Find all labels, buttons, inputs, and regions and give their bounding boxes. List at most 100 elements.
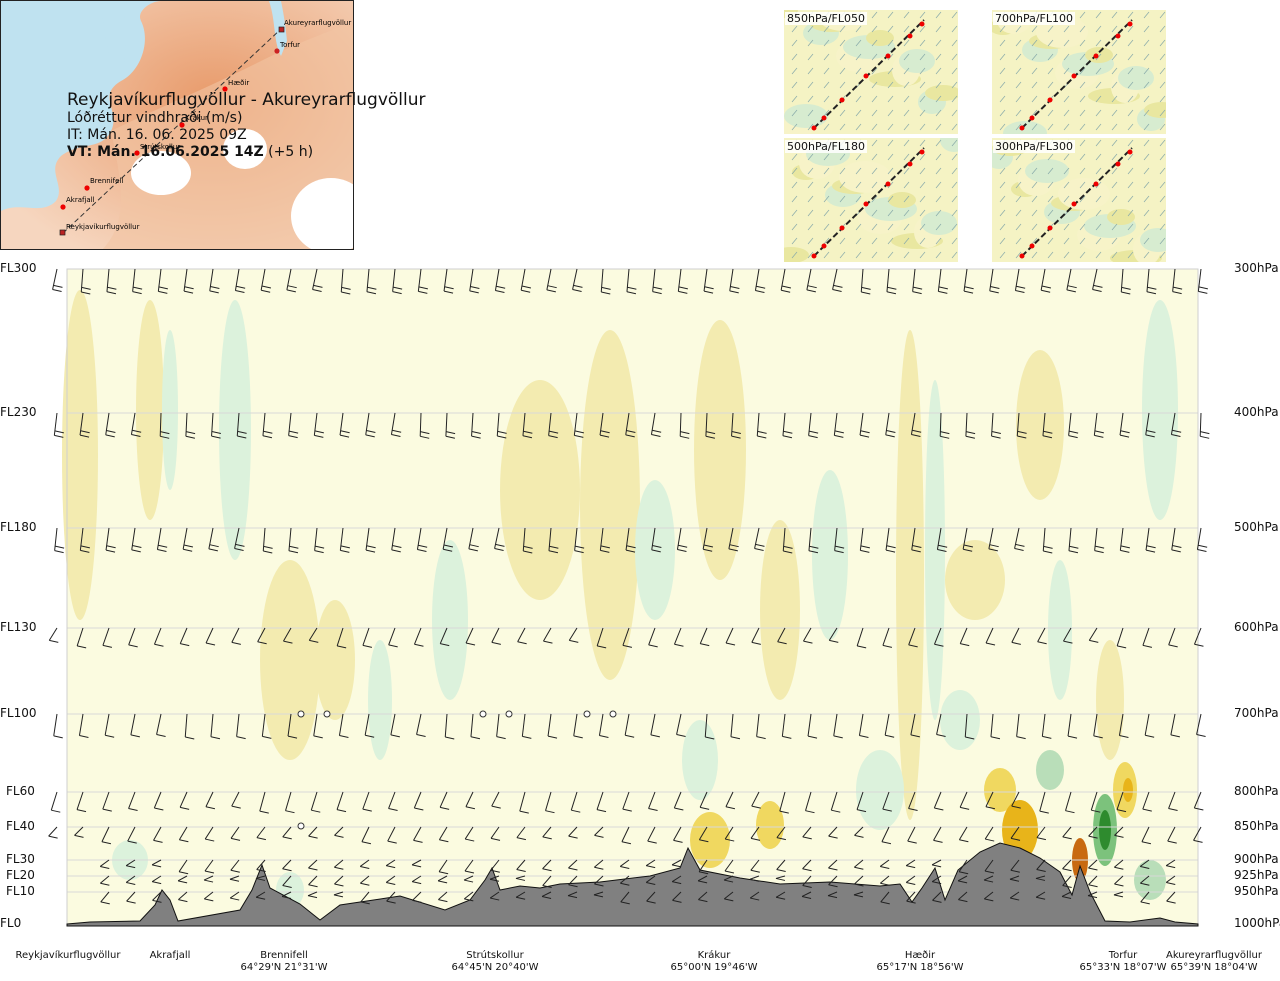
mini-map-500hpa[interactable]: 500hPa/FL180 [784,138,958,262]
mini-barb [1143,153,1150,161]
mini-barb [1127,11,1134,19]
mini-waypoint-marker [1019,253,1025,259]
wind-barb [958,859,969,875]
mini-barb [1159,81,1166,89]
wind-barb [1119,527,1130,553]
mini-barb [839,251,846,259]
wind-barb [882,791,892,812]
wind-barb [775,891,786,900]
mini-map-700hpa[interactable]: 700hPa/FL100 [992,10,1166,134]
mini-barb [823,123,830,131]
wind-barb [884,713,895,738]
wind-barb [1145,412,1156,438]
mini-barb [951,11,958,19]
mini-route-line [813,147,925,257]
mini-barb [919,123,926,131]
calm-marker [297,710,305,718]
mini-barb [1063,153,1070,161]
wind-barb [211,412,221,439]
wind-barb [572,268,583,292]
mini-barb [1079,123,1086,131]
mini-route-line [1021,19,1133,129]
mini-barb [1031,109,1038,117]
mini-barb [1095,25,1102,33]
wind-barb [464,859,475,874]
mini-barb [1063,67,1070,75]
wind-barb [645,875,656,885]
mini-barb [1111,39,1118,47]
mini-barb [1063,181,1070,189]
wind-barb [1142,791,1152,812]
wind-barb [775,875,786,881]
mini-barb [1143,109,1150,117]
wind-barb [151,859,162,868]
mini-barb [1159,223,1166,231]
mini-field-cell [1025,159,1069,183]
mini-barb [1111,195,1118,203]
map-label-krakur: Krákur [185,114,208,122]
field-cell [1142,300,1178,520]
wind-barb [76,627,87,649]
wind-barb [105,412,116,438]
mini-barb [807,53,814,61]
mini-barb [1015,123,1022,131]
mini-barb [951,237,958,245]
wind-barb [1193,627,1204,647]
mini-barb [1111,95,1118,103]
wind-barb [832,268,843,292]
wind-barb [313,412,324,438]
wind-barb [931,859,942,868]
mini-barb [919,39,926,47]
mini-barb [1095,181,1102,189]
wind-barb [959,627,970,647]
wind-barb [307,891,318,899]
wind-barb [365,412,376,438]
mini-barb [1015,251,1022,259]
mini-barb [871,181,878,189]
mini-map-850hpa[interactable]: 850hPa/FL050 [784,10,958,134]
mini-barb [999,181,1006,189]
mini-barb [1095,39,1102,47]
mini-barb [1047,237,1054,245]
mini-barb [951,139,958,147]
wind-barb [156,713,166,737]
mini-barb [1079,153,1086,161]
mini-barb [1095,209,1102,217]
wind-barb [74,826,84,838]
wind-barb [860,268,871,295]
wind-barb [1139,859,1150,869]
mini-barb [919,237,926,245]
mini-waypoint-marker [811,253,817,259]
mini-barb [903,109,910,117]
wind-barb [599,412,610,438]
mini-barb [791,123,798,131]
wind-barb [699,791,710,810]
mini-barb [1063,53,1070,61]
wind-barb [153,826,163,843]
wind-barbs [48,268,1210,905]
mini-barb [855,95,862,103]
mini-map-300hpa[interactable]: 300hPa/FL300 [992,138,1166,262]
mini-barb [1031,251,1038,259]
mini-field-cell [1085,47,1113,63]
mini-barb [1079,25,1086,33]
vertical-wind-field [62,269,1198,924]
wind-barb [413,627,424,647]
fl-label: FL40 [6,819,35,833]
wind-barb [698,826,709,843]
mini-barb [791,195,798,203]
field-cell [812,470,848,640]
wind-barb [179,627,190,647]
mini-barb [903,11,910,19]
mini-barb [1159,167,1166,175]
mini-barb [999,223,1006,231]
mini-barb [839,25,846,33]
field-cell [260,560,320,760]
wind-barb [1146,268,1157,295]
hpa-label: 950hPa [1234,884,1279,898]
wind-barb [52,268,63,292]
mini-barb [855,109,862,117]
mini-barb [839,109,846,117]
wind-barb [991,412,1001,439]
fjord-west [96,1,127,71]
